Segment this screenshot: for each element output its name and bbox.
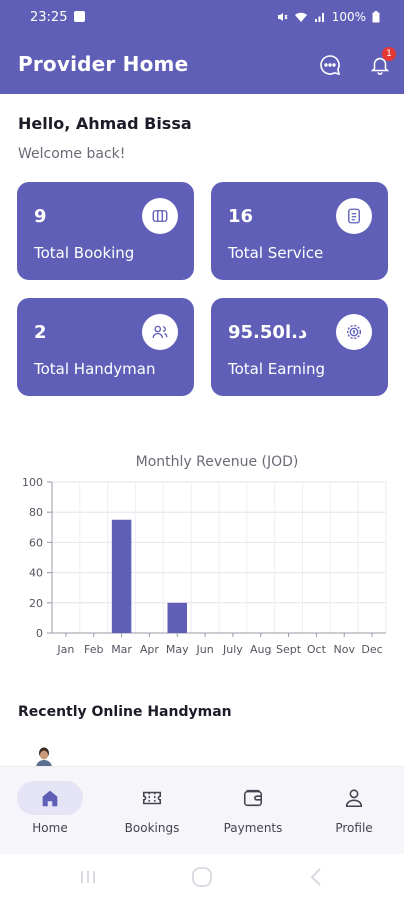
notification-button[interactable]: 1 — [366, 47, 396, 79]
x-tick-label: July — [222, 643, 243, 656]
nav-payments-label: Payments — [223, 821, 283, 835]
home-circle-icon — [192, 867, 212, 887]
recent-handyman-title: Recently Online Handyman — [18, 704, 232, 720]
x-tick-label: Aug — [250, 643, 271, 656]
page-title: Provider Home — [18, 52, 189, 76]
home-system-button[interactable] — [190, 866, 214, 888]
total-handyman-card[interactable]: 2 Total Handyman — [17, 298, 194, 396]
app-bar: Provider Home 1 — [0, 36, 404, 94]
y-tick-label: 60 — [29, 536, 43, 549]
bell-icon — [370, 57, 390, 75]
back-button[interactable] — [304, 866, 328, 888]
profile-icon — [345, 789, 363, 808]
status-time: 23:25 — [30, 10, 68, 25]
chart-svg: Monthly Revenue (JOD) 0 20 40 60 80 100 Jan Feb M… — [22, 454, 387, 656]
total-earning-card[interactable]: 95.50د.ا Total Earning — [211, 298, 388, 396]
y-tick-label: 80 — [29, 506, 43, 519]
nav-home[interactable]: Home — [2, 781, 98, 845]
service-icon — [336, 198, 372, 234]
y-tick-label: 40 — [29, 567, 43, 580]
chat-icon — [320, 55, 341, 76]
stat-label: Total Handyman — [34, 360, 156, 378]
wifi-icon — [294, 12, 307, 22]
nav-bookings-pill — [119, 781, 185, 815]
status-bar: 23:25 100% — [0, 0, 404, 36]
x-tick-label: May — [166, 643, 189, 656]
x-tick-label: Mar — [111, 643, 132, 656]
earning-icon — [336, 314, 372, 350]
greeting-text: Hello, Ahmad Bissa — [18, 114, 192, 133]
nav-home-pill — [17, 781, 83, 815]
welcome-text: Welcome back! — [18, 146, 126, 162]
y-tick-label: 20 — [29, 597, 43, 610]
stat-label: Total Booking — [34, 244, 135, 262]
stat-label: Total Earning — [228, 360, 326, 378]
y-tick-label: 0 — [36, 627, 43, 640]
battery-percent: 100% — [331, 10, 366, 24]
stat-value: 9 — [34, 206, 47, 227]
booking-icon — [142, 198, 178, 234]
home-icon — [42, 790, 58, 807]
bar-mar — [111, 519, 132, 633]
x-tick-label: Apr — [140, 643, 160, 656]
x-tick-label: Nov — [334, 643, 356, 656]
chat-button[interactable] — [316, 51, 344, 79]
nav-home-label: Home — [32, 821, 68, 835]
handyman-icon — [142, 314, 178, 350]
wallet-icon — [243, 789, 263, 807]
total-booking-card[interactable]: 9 Total Booking — [17, 182, 194, 280]
x-tick-label: Dec — [361, 643, 382, 656]
handyman-avatar[interactable] — [34, 746, 54, 768]
x-tick-label: Feb — [84, 643, 103, 656]
chart-title: Monthly Revenue (JOD) — [136, 454, 299, 470]
stat-label: Total Service — [228, 244, 324, 262]
notification-badge: 1 — [382, 47, 396, 61]
monthly-revenue-chart: Monthly Revenue (JOD) 0 20 40 60 80 100 Jan Feb M… — [0, 440, 404, 670]
ticket-icon — [142, 791, 162, 805]
bar-may — [167, 602, 187, 633]
nav-payments-pill — [220, 781, 286, 815]
stat-value: 2 — [34, 322, 47, 343]
battery-icon — [372, 11, 380, 23]
mute-icon — [277, 13, 288, 21]
nav-profile[interactable]: Profile — [306, 781, 402, 845]
x-tick-label: Jun — [195, 643, 213, 656]
nav-bookings[interactable]: Bookings — [104, 781, 200, 845]
stat-value: 95.50د.ا — [228, 322, 308, 343]
back-icon — [310, 868, 321, 886]
y-tick-label: 100 — [22, 476, 43, 489]
x-tick-label: Sept — [276, 643, 302, 656]
nav-payments[interactable]: Payments — [205, 781, 301, 845]
signal-icon — [314, 13, 324, 22]
recent-apps-icon — [81, 871, 95, 883]
nav-bookings-label: Bookings — [124, 821, 180, 835]
status-icons: 100% — [276, 10, 380, 24]
x-tick-label: Jan — [56, 643, 74, 656]
nav-profile-label: Profile — [335, 821, 373, 835]
nav-profile-pill — [321, 781, 387, 815]
bottom-navigation: Home Bookings Payments Profile — [0, 766, 404, 854]
stat-value: 16 — [228, 206, 254, 227]
calendar-check-icon — [74, 11, 85, 22]
recent-apps-button[interactable] — [76, 866, 100, 888]
total-service-card[interactable]: 16 Total Service — [211, 182, 388, 280]
system-navigation-bar — [0, 854, 404, 900]
x-tick-label: Oct — [307, 643, 327, 656]
